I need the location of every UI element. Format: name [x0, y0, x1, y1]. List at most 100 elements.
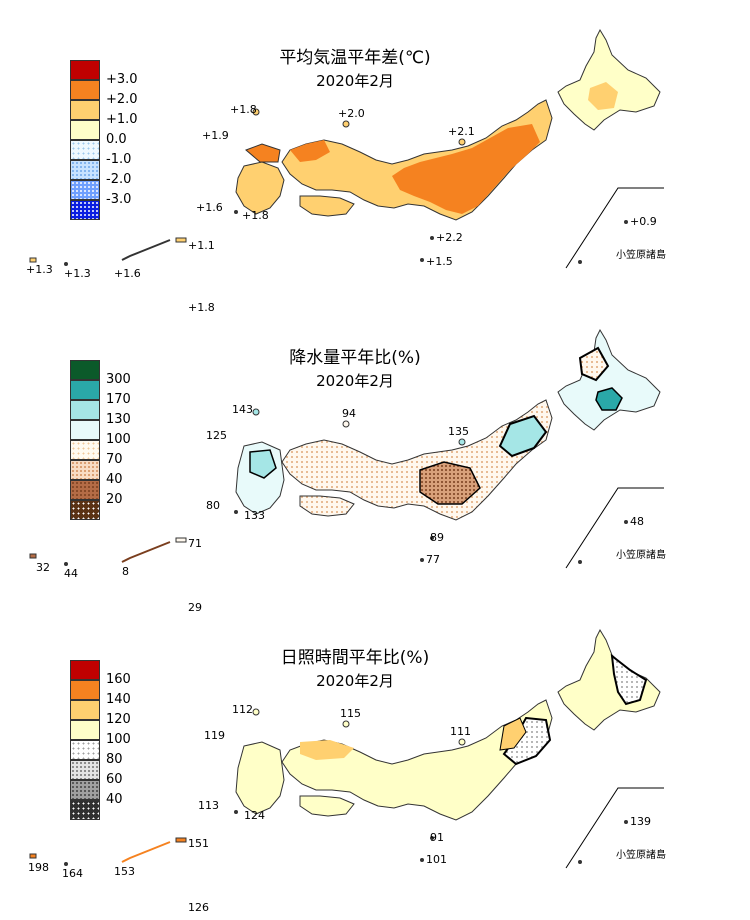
legend-label: 60 [106, 772, 123, 787]
station-value: 8 [122, 565, 129, 578]
station-value: 151 [188, 837, 209, 850]
panel-title: 日照時間平年比(%) [280, 648, 430, 668]
island [578, 560, 582, 564]
legend-label: 40 [106, 472, 123, 487]
panel-subtitle: 2020年2月 [316, 372, 394, 390]
legend-swatch [70, 380, 100, 400]
station-value: 94 [342, 407, 356, 420]
station-value: 139 [630, 815, 651, 828]
station-value: 126 [188, 901, 209, 914]
chugoku-hot-area [290, 140, 330, 162]
island [458, 438, 466, 446]
island [175, 537, 187, 543]
station-value: 29 [188, 601, 202, 614]
station-value: 135 [448, 425, 469, 438]
precipitation-panel: 降水量平年比(%) 2020年2月 300 170 130 100 70 40 … [0, 300, 750, 614]
station-value: 44 [64, 567, 78, 580]
station-value: 71 [188, 537, 202, 550]
station-value: 113 [198, 799, 219, 812]
station-value: +2.2 [436, 231, 463, 244]
legend-swatch [70, 400, 100, 420]
island [458, 738, 466, 746]
island [175, 837, 187, 843]
station-value: 124 [244, 809, 265, 822]
honshu-hot-area [392, 124, 540, 214]
station-value: 153 [114, 865, 135, 878]
ogasawara-label: 小笠原諸島 [616, 850, 666, 861]
nansei-islands [121, 239, 171, 261]
island [252, 108, 260, 116]
island [342, 120, 350, 128]
hokkaido-dry-area [578, 346, 610, 382]
island [578, 860, 582, 864]
tohoku-bright-area [499, 717, 527, 751]
shikoku-region [299, 495, 355, 517]
kyushu-region [235, 741, 285, 815]
west-bright-area [300, 740, 354, 760]
station-value: 115 [340, 707, 361, 720]
legend-swatch [70, 420, 100, 440]
legend-label: 40 [106, 792, 123, 807]
station-value: 198 [28, 861, 49, 874]
island [624, 220, 628, 224]
hokkaido-warm-area [588, 82, 618, 110]
legend-label: -2.0 [106, 172, 132, 187]
legend-swatch [70, 800, 100, 820]
panel-title: 降水量平年比(%) [289, 348, 421, 368]
legend-label: +3.0 [106, 72, 138, 87]
island [624, 520, 628, 524]
station-value: 133 [244, 509, 265, 522]
station-value: +2.0 [338, 107, 365, 120]
legend-swatch [70, 460, 100, 480]
legend-label: 120 [106, 712, 131, 727]
legend-swatch [70, 160, 100, 180]
legend-swatch [70, 140, 100, 160]
station-value: +1.3 [64, 267, 91, 280]
shikoku-region [299, 195, 355, 217]
legend-label: 100 [106, 732, 131, 747]
station-value: 32 [36, 561, 50, 574]
japan-map [29, 628, 664, 869]
legend-label: +1.0 [106, 112, 138, 127]
temperature-panel: 平均気温平年差(℃) 2020年2月 +3.0 +2.0 +1.0 0.0 -1… [0, 0, 750, 314]
hokkaido-region [557, 328, 661, 431]
legend-label: -1.0 [106, 152, 132, 167]
station-value: 91 [430, 831, 444, 844]
legend-swatch [70, 180, 100, 200]
island [420, 858, 424, 862]
hokkaido-wet-area [595, 387, 623, 411]
island [234, 210, 238, 214]
station-value: 119 [204, 729, 225, 742]
kyushu-hot-area [245, 143, 281, 163]
sunshine-panel: 日照時間平年比(%) 2020年2月 160 140 120 100 80 60… [0, 600, 750, 914]
station-value: +1.9 [202, 129, 229, 142]
station-value: 111 [450, 725, 471, 738]
station-value: +1.1 [188, 239, 215, 252]
legend-swatch [70, 700, 100, 720]
legend-label: 130 [106, 412, 131, 427]
island [624, 820, 628, 824]
legend-label: 160 [106, 672, 131, 687]
legend-swatch [70, 80, 100, 100]
legend-swatch [70, 440, 100, 460]
kyushu-region [235, 161, 285, 215]
kyushu-wet-area [249, 449, 277, 479]
legend-swatch [70, 480, 100, 500]
island [578, 260, 582, 264]
island [458, 138, 466, 146]
panel-subtitle: 2020年2月 [316, 672, 394, 690]
station-value: 101 [426, 853, 447, 866]
legend-swatch [70, 500, 100, 520]
island [234, 810, 238, 814]
island [430, 836, 434, 840]
legend-swatch [70, 360, 100, 380]
island [175, 237, 187, 243]
station-value: 48 [630, 515, 644, 528]
legend-label: 170 [106, 392, 131, 407]
legend-swatch [70, 60, 100, 80]
island [342, 420, 350, 428]
station-value: 77 [426, 553, 440, 566]
station-value: +1.8 [230, 103, 257, 116]
shikoku-region [299, 795, 355, 817]
island [64, 562, 68, 566]
